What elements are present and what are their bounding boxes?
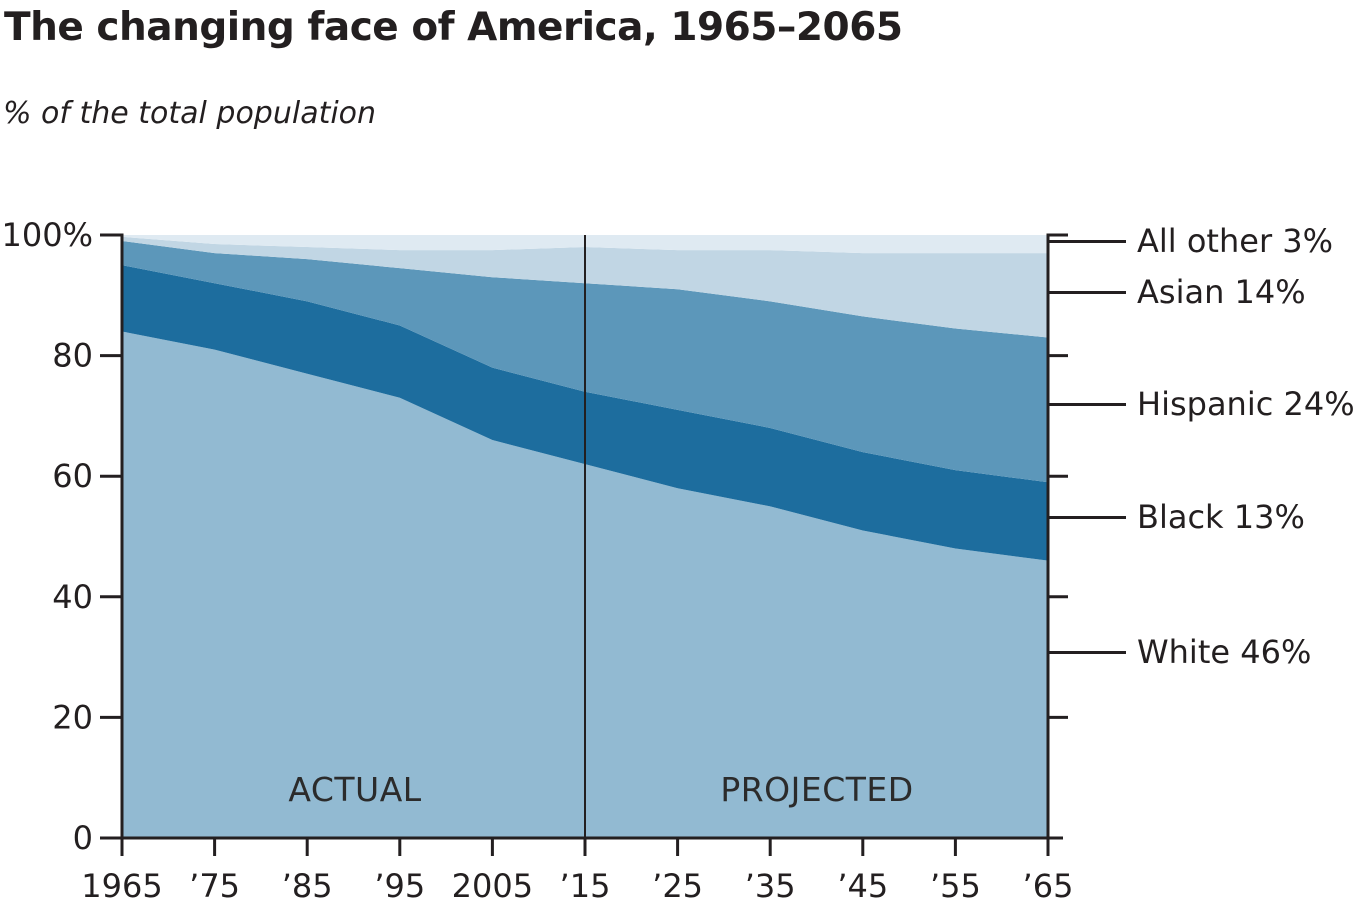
x-tick-label: ’25 [652,867,703,905]
y-tick-label: 60 [52,457,93,495]
x-tick-label: ’85 [282,867,333,905]
legend-item-all-other: All other 3% [1048,222,1334,260]
x-tick-label: ’15 [560,867,611,905]
legend-label-white: White 46% [1137,633,1312,671]
legend-label-asian: Asian 14% [1137,273,1306,311]
leader-line-hispanic [1048,402,1126,406]
y-tick-label: 100% [2,216,93,254]
legend-item-asian: Asian 14% [1048,273,1306,311]
chart-subtitle: % of the total population [3,96,377,131]
x-tick-label: ’95 [374,867,425,905]
x-tick-label: ’65 [1023,867,1074,905]
legend-label-black: Black 13% [1137,498,1305,536]
x-tick-label: ’55 [930,867,981,905]
legend-label-all-other: All other 3% [1137,222,1334,260]
x-tick-label: ’45 [837,867,888,905]
actual-zone-label: ACTUAL [288,770,422,809]
projected-zone-label: PROJECTED [720,770,914,809]
leader-line-all-other [1048,239,1126,243]
y-tick-label: 20 [52,698,93,736]
y-tick-label: 40 [52,578,93,616]
area-asian [122,236,1048,338]
legend-label-hispanic: Hispanic 24% [1137,385,1355,423]
legend-item-black: Black 13% [1048,498,1305,536]
x-tick-label: 1965 [81,867,162,905]
x-tick-label: 2005 [452,867,533,905]
leader-line-black [1048,515,1126,519]
y-tick-label: 80 [52,337,93,375]
leader-line-white [1048,650,1126,654]
leader-line-asian [1048,290,1126,294]
x-tick-label: ’75 [189,867,240,905]
legend-item-hispanic: Hispanic 24% [1048,385,1355,423]
y-tick-label: 0 [73,819,93,857]
x-tick-label: ’35 [745,867,796,905]
chart-title: The changing face of America, 1965–2065 [4,5,903,50]
legend-item-white: White 46% [1048,633,1312,671]
